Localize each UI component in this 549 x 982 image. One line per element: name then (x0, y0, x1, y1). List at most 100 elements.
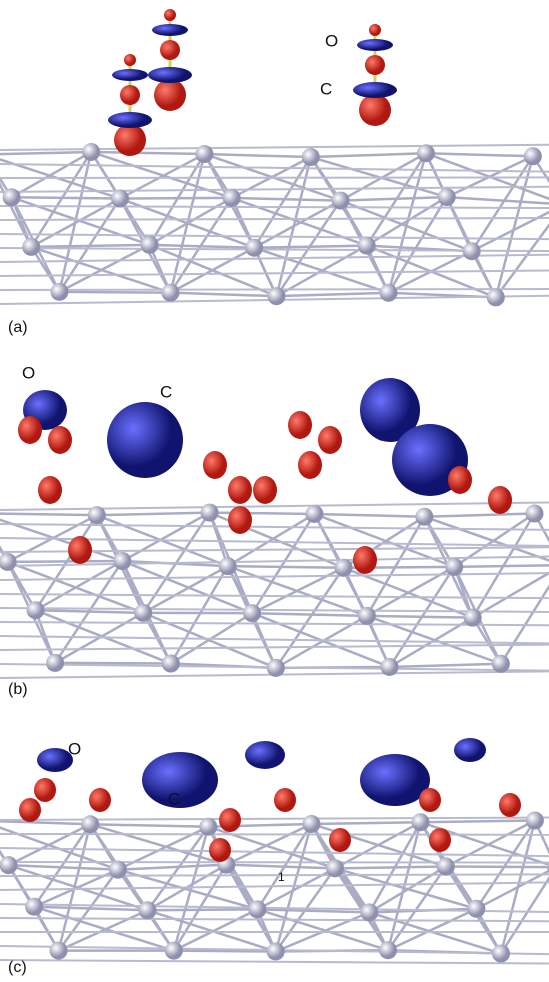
bond (390, 664, 501, 667)
atom (302, 815, 320, 833)
bond (424, 514, 534, 517)
atom (248, 900, 266, 918)
bond (454, 565, 549, 567)
bond (0, 503, 549, 510)
bond (311, 153, 426, 157)
atom-label: C (320, 79, 332, 98)
red-lobe (114, 124, 146, 156)
atom-label: C (168, 789, 180, 808)
red-lobe (429, 828, 451, 852)
blue-lobe (152, 24, 188, 36)
bond (31, 245, 149, 247)
red-lobe (154, 79, 186, 111)
bond (0, 177, 549, 178)
atom (162, 655, 180, 673)
bond (421, 821, 535, 823)
red-lobe (120, 85, 140, 105)
atom (487, 288, 505, 306)
bond (367, 616, 473, 618)
atom (81, 815, 99, 833)
red-lobe (68, 536, 92, 564)
atom (22, 238, 40, 256)
bond (311, 822, 420, 824)
bond (36, 610, 144, 613)
panel-label: (a) (8, 319, 28, 336)
atom-label: O (325, 31, 338, 50)
atom (199, 818, 217, 836)
bond (150, 245, 255, 248)
blue-lobe (107, 402, 183, 478)
atom (526, 812, 544, 830)
red-lobe (419, 788, 441, 812)
atom (27, 601, 45, 619)
bond (204, 154, 310, 157)
bond (0, 152, 91, 155)
bond (31, 152, 91, 247)
atom (141, 236, 159, 254)
bond (228, 566, 344, 568)
bond (0, 524, 549, 530)
atom (412, 813, 430, 831)
atom (223, 189, 241, 207)
annotation: 1 (278, 870, 285, 884)
atom-label: C (160, 382, 172, 401)
bond (0, 145, 549, 150)
bond (226, 865, 335, 869)
bond (55, 663, 171, 664)
blue-lobe (108, 112, 152, 128)
bond (446, 867, 549, 868)
red-lobe (19, 798, 41, 822)
red-lobe (34, 778, 56, 802)
atom (437, 858, 455, 876)
atom (0, 856, 18, 874)
bond (150, 198, 232, 245)
atom (50, 942, 68, 960)
bond (36, 561, 123, 610)
bond (341, 197, 447, 200)
atom (201, 504, 219, 522)
atom (492, 655, 510, 673)
atom (417, 144, 435, 162)
atom (379, 941, 397, 959)
red-lobe (318, 426, 342, 454)
panel-b-structure (0, 378, 549, 678)
red-lobe (499, 793, 521, 817)
atom (161, 284, 179, 302)
bond (12, 197, 120, 198)
bond (314, 514, 424, 517)
atom (195, 145, 213, 163)
red-lobe (288, 411, 312, 439)
atom (113, 552, 131, 570)
atom (492, 945, 510, 963)
panel-a-structure (0, 9, 549, 306)
red-lobe (160, 40, 180, 60)
atom (50, 283, 68, 301)
red-lobe (219, 808, 241, 832)
bond (254, 246, 367, 248)
red-lobe (488, 486, 512, 514)
red-lobe (18, 416, 42, 444)
atom (88, 506, 106, 524)
bond (8, 561, 123, 562)
atom (335, 559, 353, 577)
red-lobe (359, 94, 391, 126)
atom (358, 607, 376, 625)
atom (109, 861, 127, 879)
bond (501, 565, 549, 664)
bond (170, 248, 254, 293)
bond (118, 827, 208, 870)
blue-lobe (353, 82, 397, 98)
atom (360, 903, 378, 921)
atom (245, 239, 263, 257)
atom (243, 604, 261, 622)
atom (358, 237, 376, 255)
red-lobe (48, 426, 72, 454)
atom (326, 859, 344, 877)
figure: O C (a) O C (b) O C 1 (c) (0, 0, 549, 982)
bond (59, 245, 149, 292)
atom-label: O (22, 363, 35, 382)
bond (0, 636, 549, 643)
atom (111, 190, 129, 208)
red-lobe (369, 24, 381, 36)
red-lobe (448, 466, 472, 494)
